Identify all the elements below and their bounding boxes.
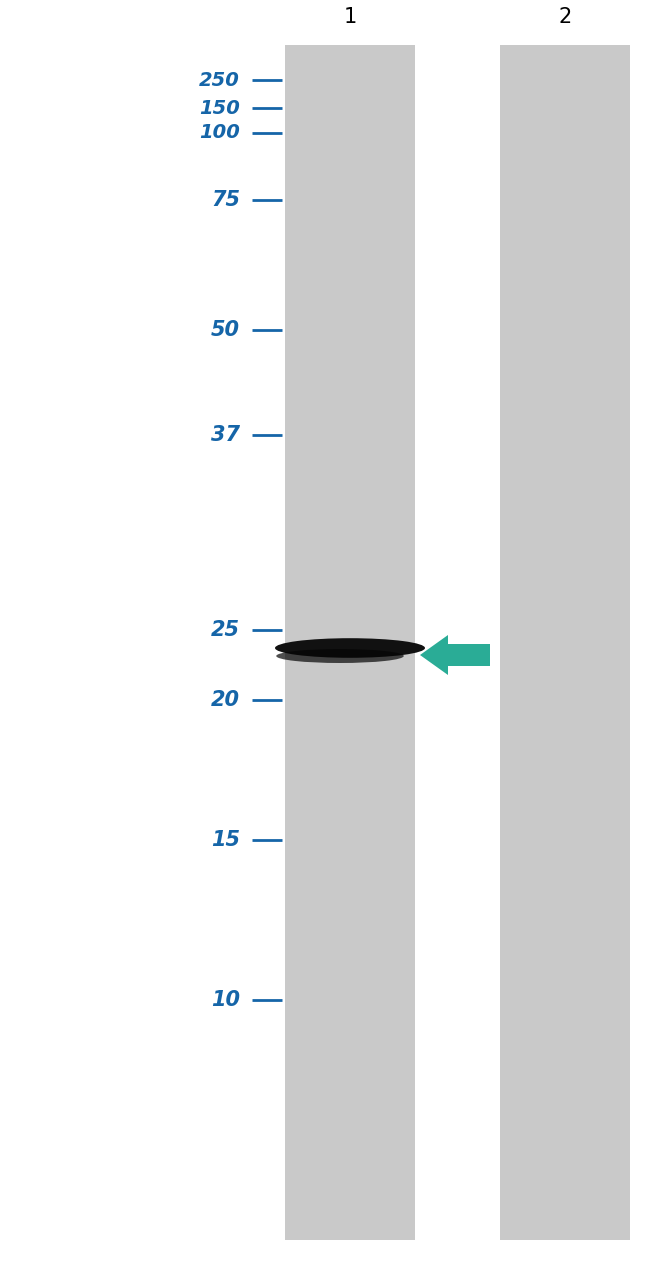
Text: 2: 2 [558, 8, 571, 27]
Text: 75: 75 [211, 190, 240, 210]
Text: 1: 1 [343, 8, 357, 27]
Ellipse shape [275, 639, 425, 658]
Text: 100: 100 [199, 123, 240, 142]
Text: 25: 25 [211, 620, 240, 640]
Text: 150: 150 [199, 99, 240, 118]
Text: 15: 15 [211, 831, 240, 850]
Ellipse shape [276, 649, 404, 663]
Bar [285, 44, 415, 1240]
Text: 50: 50 [211, 320, 240, 340]
Bar [500, 44, 630, 1240]
Text: 37: 37 [211, 425, 240, 444]
FancyArrow shape [420, 635, 490, 674]
Text: 250: 250 [199, 71, 240, 89]
Text: 10: 10 [211, 991, 240, 1010]
Text: 20: 20 [211, 690, 240, 710]
